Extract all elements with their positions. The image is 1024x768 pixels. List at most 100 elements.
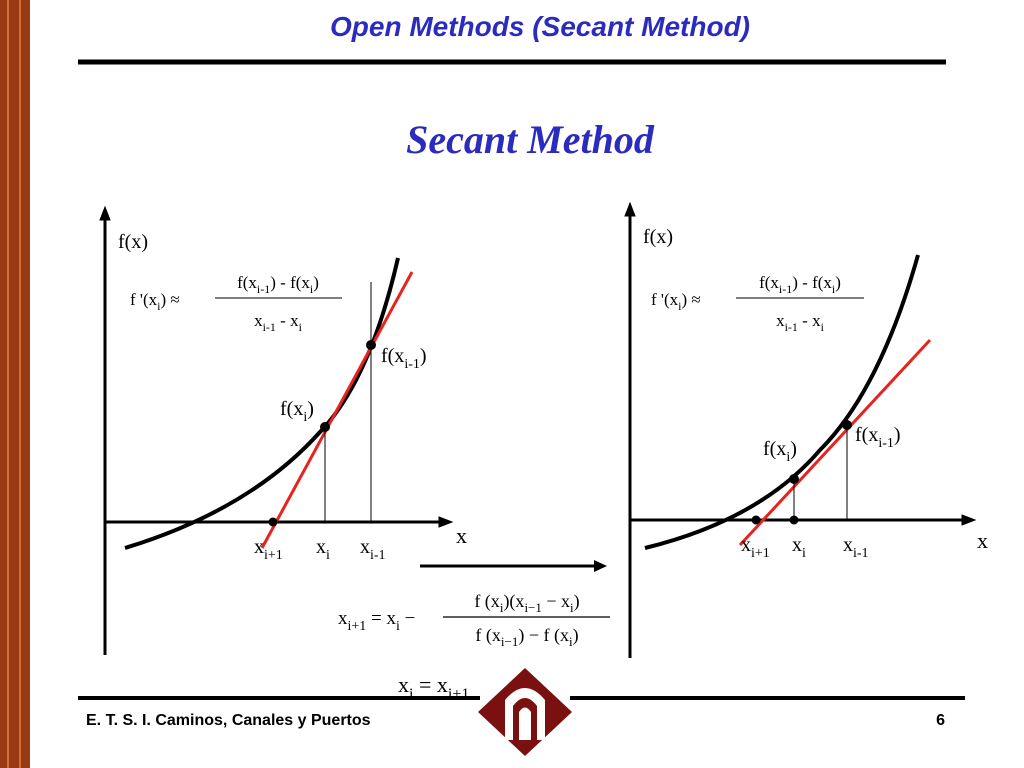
subscript: i-1: [263, 320, 276, 334]
math-segment: f (x: [475, 625, 501, 646]
x-label: x: [977, 528, 988, 553]
math-segment: f(x: [855, 424, 878, 446]
point: [789, 474, 799, 484]
math-text: xi+1: [254, 536, 283, 563]
point: [751, 515, 761, 525]
math-text: f(xi-1) - f(xi): [759, 273, 841, 296]
point: [842, 420, 852, 430]
slide-title: Open Methods (Secant Method): [330, 11, 750, 42]
y-label: f(x): [118, 231, 148, 253]
math-segment: x: [776, 311, 785, 330]
math-segment: ) ≈: [160, 290, 179, 309]
arrow-head: [438, 516, 454, 528]
math-segment: −: [400, 608, 415, 629]
math-text: xi+1: [741, 534, 770, 561]
curve: [644, 254, 920, 550]
subscript: i: [303, 410, 307, 425]
math-text: f(xi-1): [855, 424, 901, 451]
subscript: i: [310, 282, 314, 296]
subscript: i: [569, 634, 573, 649]
math-text: f '(xi) ≈: [130, 290, 180, 313]
subscript: i: [396, 619, 400, 634]
subscript: i: [409, 686, 414, 703]
point: [366, 340, 376, 350]
math-segment: x: [843, 534, 853, 556]
arrow-head: [594, 560, 607, 572]
right-graph: [624, 201, 977, 658]
math-segment: − x: [542, 591, 570, 611]
subscript: i-1: [878, 436, 894, 451]
subscript: i: [326, 548, 330, 563]
arrow-head: [99, 205, 111, 221]
subscript: i: [832, 282, 836, 296]
math-text: xi-1: [360, 536, 386, 563]
math-segment: ): [420, 345, 427, 367]
math-text: f(xi-1) - f(xi): [237, 273, 319, 296]
math-text: xi-1 - xi: [776, 311, 825, 334]
subscript: i: [786, 450, 790, 465]
math-text: xi-1 - xi: [254, 311, 303, 334]
math-segment: f(x: [763, 438, 786, 460]
math-text: f(xi): [763, 438, 797, 465]
math-segment: f (x: [474, 591, 500, 612]
math-segment: f '(x: [130, 290, 158, 309]
page-number: 6: [936, 712, 945, 729]
subscript: i: [299, 320, 303, 334]
arrow-head: [624, 201, 636, 217]
math-segment: = x: [413, 672, 447, 697]
math-segment: f(x: [381, 345, 404, 367]
curve: [124, 257, 400, 550]
math-segment: ): [313, 273, 319, 292]
subscript: i: [678, 299, 682, 313]
math-segment: x: [338, 608, 348, 629]
math-text: xi+1 = xi −: [338, 608, 415, 634]
math-text: xi: [316, 536, 330, 563]
math-segment: x: [316, 536, 326, 558]
math-segment: )(x: [503, 591, 524, 612]
subscript: i-1: [779, 282, 792, 296]
secant-line: [260, 271, 414, 549]
math-segment: ): [307, 398, 314, 420]
subscript: i: [821, 320, 825, 334]
math-segment: x: [792, 534, 802, 556]
side-bar: [0, 0, 30, 768]
math-segment: ): [835, 273, 841, 292]
footer-text: E. T. S. I. Caminos, Canales y Puertos: [86, 712, 371, 729]
math-segment: f(x: [237, 273, 257, 292]
math-segment: x: [741, 534, 751, 556]
point: [268, 517, 278, 527]
subscript: i-1: [785, 320, 798, 334]
math-segment: f '(x: [651, 290, 679, 309]
subscript: i-1: [853, 546, 869, 561]
math-segment: x: [360, 536, 370, 558]
math-segment: x: [254, 536, 264, 558]
math-segment: ) ≈: [681, 290, 700, 309]
math-text: xi = xi+1: [398, 672, 469, 703]
subscript: i+1: [448, 686, 469, 703]
secant-line: [738, 338, 932, 547]
logo: [478, 668, 572, 756]
math-segment: ) - f(x: [270, 273, 310, 292]
math-text: xi: [792, 534, 806, 561]
math-segment: f(x: [759, 273, 779, 292]
point: [320, 422, 330, 432]
y-label: f(x): [643, 226, 673, 248]
math-segment: ): [574, 591, 580, 612]
math-text: f (xi)(xi−1 − xi): [474, 591, 579, 615]
subscript: i+1: [264, 548, 283, 563]
math-text: f(xi): [280, 398, 314, 425]
math-text: f '(xi) ≈: [651, 290, 701, 313]
subscript: i: [802, 546, 806, 561]
math-segment: f(x: [280, 398, 303, 420]
math-segment: x: [398, 672, 409, 697]
math-segment: - x: [276, 311, 299, 330]
math-segment: ) − f (x: [518, 625, 569, 646]
math-segment: ): [790, 438, 797, 460]
math-segment: ): [573, 625, 579, 646]
math-segment: ): [894, 424, 901, 446]
left-graph: [99, 205, 454, 655]
math-segment: = x: [366, 608, 396, 629]
heading: Secant Method: [406, 117, 655, 162]
